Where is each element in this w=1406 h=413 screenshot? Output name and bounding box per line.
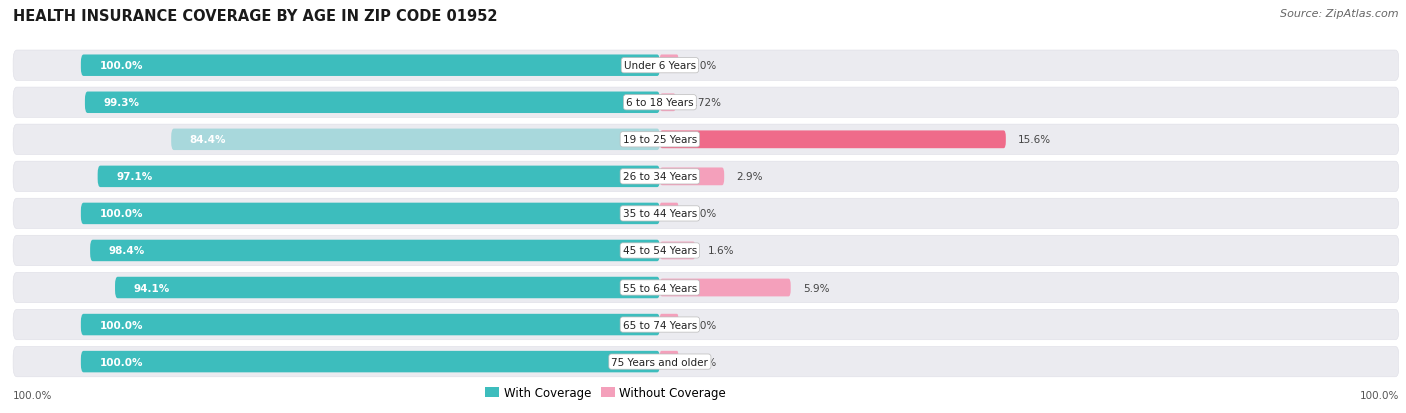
FancyBboxPatch shape: [82, 351, 659, 373]
Text: 100.0%: 100.0%: [13, 390, 52, 400]
Text: 0.0%: 0.0%: [690, 209, 717, 219]
Text: 5.9%: 5.9%: [803, 283, 830, 293]
FancyBboxPatch shape: [13, 162, 1399, 192]
FancyBboxPatch shape: [97, 166, 659, 188]
Text: HEALTH INSURANCE COVERAGE BY AGE IN ZIP CODE 01952: HEALTH INSURANCE COVERAGE BY AGE IN ZIP …: [13, 9, 498, 24]
Text: 100.0%: 100.0%: [100, 61, 143, 71]
Text: 45 to 54 Years: 45 to 54 Years: [623, 246, 697, 256]
FancyBboxPatch shape: [659, 314, 678, 332]
Text: Under 6 Years: Under 6 Years: [624, 61, 696, 71]
Text: 65 to 74 Years: 65 to 74 Years: [623, 320, 697, 330]
Text: 35 to 44 Years: 35 to 44 Years: [623, 209, 697, 219]
FancyBboxPatch shape: [82, 314, 659, 335]
Text: 0.0%: 0.0%: [690, 320, 717, 330]
FancyBboxPatch shape: [172, 129, 659, 151]
Text: 84.4%: 84.4%: [190, 135, 226, 145]
FancyBboxPatch shape: [13, 273, 1399, 303]
Text: 26 to 34 Years: 26 to 34 Years: [623, 172, 697, 182]
FancyBboxPatch shape: [659, 203, 678, 221]
FancyBboxPatch shape: [659, 168, 724, 186]
Text: 6 to 18 Years: 6 to 18 Years: [626, 98, 693, 108]
Text: 75 Years and older: 75 Years and older: [612, 357, 709, 367]
Text: 99.3%: 99.3%: [104, 98, 139, 108]
FancyBboxPatch shape: [82, 55, 659, 77]
FancyBboxPatch shape: [13, 236, 1399, 266]
FancyBboxPatch shape: [13, 51, 1399, 81]
Text: 0.72%: 0.72%: [688, 98, 721, 108]
Text: 0.0%: 0.0%: [690, 61, 717, 71]
FancyBboxPatch shape: [659, 242, 696, 260]
FancyBboxPatch shape: [13, 88, 1399, 118]
FancyBboxPatch shape: [13, 125, 1399, 155]
FancyBboxPatch shape: [659, 55, 678, 73]
FancyBboxPatch shape: [90, 240, 659, 261]
FancyBboxPatch shape: [82, 203, 659, 225]
FancyBboxPatch shape: [13, 347, 1399, 377]
FancyBboxPatch shape: [115, 277, 659, 299]
Text: 100.0%: 100.0%: [100, 357, 143, 367]
Text: 94.1%: 94.1%: [134, 283, 170, 293]
FancyBboxPatch shape: [659, 351, 678, 369]
FancyBboxPatch shape: [659, 131, 1005, 149]
Text: 100.0%: 100.0%: [100, 209, 143, 219]
Text: 100.0%: 100.0%: [100, 320, 143, 330]
Text: Source: ZipAtlas.com: Source: ZipAtlas.com: [1281, 9, 1399, 19]
FancyBboxPatch shape: [13, 310, 1399, 340]
Text: 19 to 25 Years: 19 to 25 Years: [623, 135, 697, 145]
Text: 55 to 64 Years: 55 to 64 Years: [623, 283, 697, 293]
Text: 2.9%: 2.9%: [737, 172, 763, 182]
Text: 1.6%: 1.6%: [707, 246, 734, 256]
Text: 100.0%: 100.0%: [1360, 390, 1399, 400]
FancyBboxPatch shape: [84, 92, 659, 114]
Legend: With Coverage, Without Coverage: With Coverage, Without Coverage: [481, 382, 731, 404]
FancyBboxPatch shape: [659, 279, 790, 297]
Text: 98.4%: 98.4%: [108, 246, 145, 256]
Text: 0.0%: 0.0%: [690, 357, 717, 367]
Text: 97.1%: 97.1%: [117, 172, 152, 182]
Text: 15.6%: 15.6%: [1018, 135, 1052, 145]
FancyBboxPatch shape: [659, 94, 676, 112]
FancyBboxPatch shape: [13, 199, 1399, 229]
